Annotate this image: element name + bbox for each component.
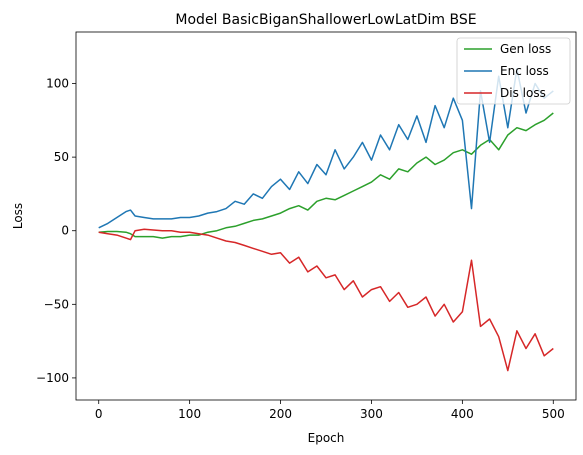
series-layer <box>98 68 554 372</box>
legend-label-gen: Gen loss <box>500 42 551 56</box>
x-tick-label: 500 <box>542 407 565 421</box>
x-tick-label: 100 <box>178 407 201 421</box>
x-tick-label: 400 <box>451 407 474 421</box>
y-axis-label: Loss <box>11 203 25 229</box>
y-axis: −100 −50 0 50 100 <box>36 77 76 385</box>
y-tick-label: 0 <box>61 224 69 238</box>
legend: Gen loss Enc loss Dis loss <box>456 37 571 105</box>
x-tick-label: 300 <box>360 407 383 421</box>
legend-label-enc: Enc loss <box>500 64 549 78</box>
legend-label-dis: Dis loss <box>500 86 546 100</box>
x-axis: 0 100 200 300 400 500 <box>95 400 565 421</box>
x-tick-label: 200 <box>269 407 292 421</box>
x-tick-label: 0 <box>95 407 103 421</box>
chart-title: Model BasicBiganShallowerLowLatDim BSE <box>175 12 476 28</box>
y-tick-label: 100 <box>46 77 69 91</box>
y-tick-label: −50 <box>44 297 69 311</box>
legend-box <box>456 37 571 105</box>
y-tick-label: 50 <box>54 150 69 164</box>
x-axis-label: Epoch <box>308 431 345 445</box>
series-line-enc <box>98 68 554 229</box>
plot-frame <box>75 31 577 401</box>
y-tick-label: −100 <box>36 371 69 385</box>
series-line-dis <box>98 228 554 372</box>
